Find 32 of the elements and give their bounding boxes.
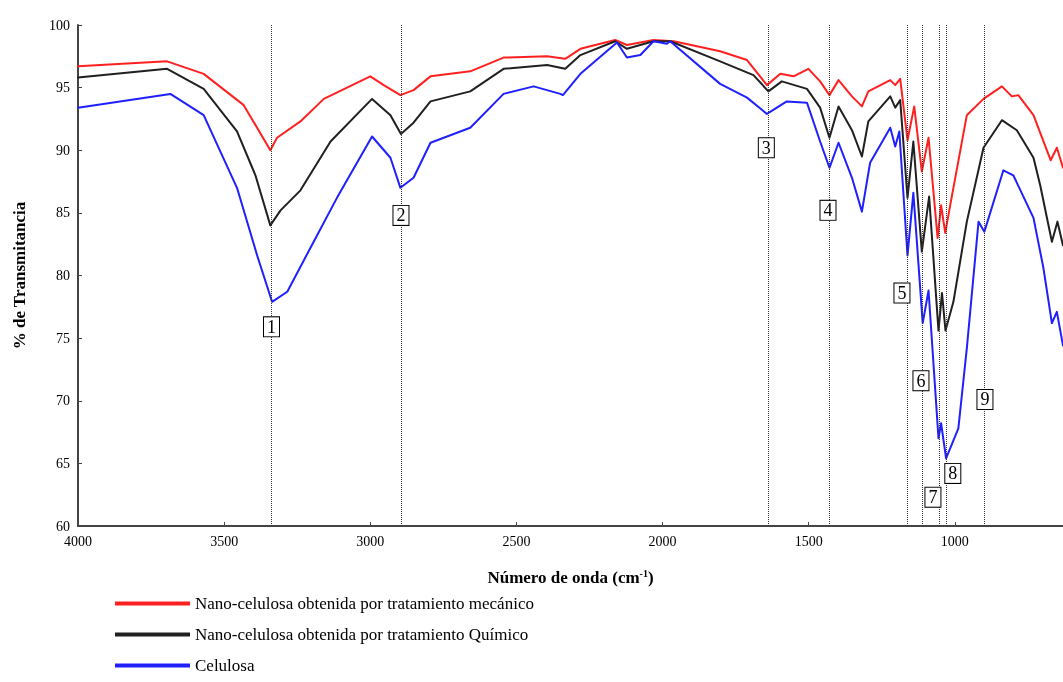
- annotation: 3: [761, 137, 771, 158]
- x-tick-label: 2500: [502, 533, 531, 549]
- x-tick-label: 4000: [64, 533, 92, 549]
- x-tick-label: 2000: [648, 533, 677, 549]
- x-tick-label: 1000: [940, 533, 969, 549]
- annotation: 6: [916, 370, 926, 391]
- annotation: 5: [897, 283, 907, 304]
- annotation: 7: [928, 487, 938, 508]
- y-tick-label: 60: [56, 518, 70, 534]
- x-tick-label: 3500: [210, 533, 239, 549]
- y-tick-label: 75: [56, 330, 70, 346]
- y-tick-label: 90: [56, 142, 70, 158]
- annotation: 1: [266, 316, 276, 337]
- y-tick-label: 70: [56, 393, 70, 409]
- legend-label: Nano-celulosa obtenida por tratamiento Químico: [195, 625, 529, 644]
- annotation: 4: [823, 200, 833, 221]
- y-tick-label: 85: [56, 205, 70, 221]
- x-tick-label: 1500: [794, 533, 823, 549]
- y-tick-label: 80: [56, 268, 70, 283]
- y-tick-label: 100: [49, 17, 70, 33]
- annotation: 9: [980, 389, 990, 410]
- line-series: [77, 40, 1063, 332]
- legend-label: Nano-celulosa obtenida por tratamiento mecánico: [195, 594, 534, 613]
- y-axis-title: % de Transmitancia: [10, 201, 29, 350]
- line-series: [77, 39, 1063, 239]
- annotation: 8: [948, 463, 958, 484]
- x-tick-label: 3000: [356, 533, 385, 549]
- y-tick-label: 95: [56, 80, 70, 96]
- legend-label: Celulosa: [195, 656, 255, 675]
- annotation: 2: [396, 205, 406, 226]
- y-tick-label: 65: [56, 455, 70, 471]
- line-series: [77, 40, 1063, 460]
